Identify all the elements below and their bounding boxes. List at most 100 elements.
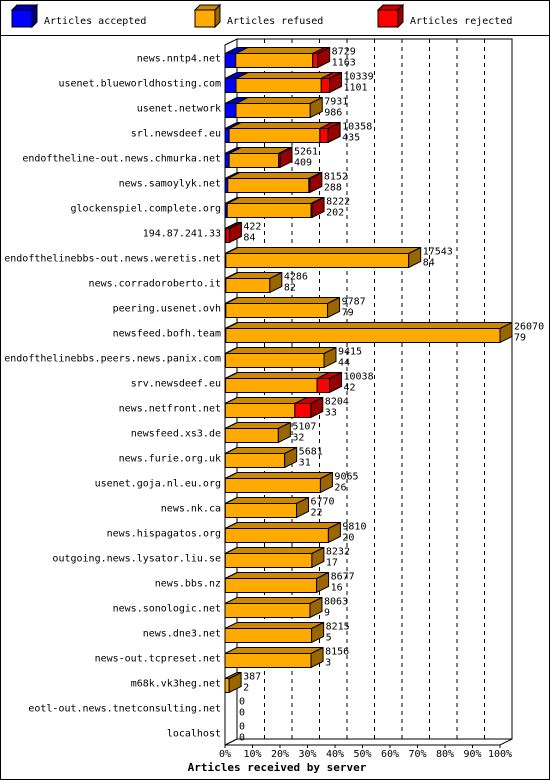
- bar-segment-refused: [224, 603, 311, 618]
- bar-side-refused: [323, 346, 337, 369]
- bar-segment-refused: [235, 103, 311, 118]
- bar-segment-rejected: [312, 53, 319, 68]
- value-label-total: 9787: [342, 297, 366, 308]
- server-label: news.sonologic.net: [113, 604, 221, 615]
- bar-segment-accepted: [224, 78, 237, 93]
- value-label-total: 8222: [326, 197, 350, 208]
- bar-top-refused: [225, 322, 513, 329]
- value-label-rejected: 0: [239, 708, 245, 719]
- x-tick-label: 10%: [243, 749, 261, 760]
- value-label-total: 8215: [326, 622, 350, 633]
- bar-side-refused: [309, 96, 323, 119]
- x-axis-title: Articles received by server: [188, 761, 367, 774]
- bar-side-rejected: [309, 171, 323, 194]
- bar-side-rejected: [311, 196, 325, 219]
- server-label: m68k.vk3heg.net: [131, 679, 221, 690]
- server-label: eotl-out.news.tnetconsulting.net: [28, 704, 221, 715]
- value-label-rejected: 79: [514, 333, 526, 344]
- bar-top-refused: [235, 72, 334, 79]
- server-label: usenet.blueworldhosting.com: [58, 79, 221, 90]
- bar-side-refused: [309, 596, 323, 619]
- legend-label-rejected: Articles rejected: [410, 16, 512, 27]
- value-label-rejected: 5: [326, 633, 332, 644]
- server-label: news.hispagatos.org: [107, 529, 221, 540]
- bar-top-refused: [225, 372, 330, 379]
- bar-segment-refused: [228, 128, 321, 143]
- value-label-rejected: 409: [294, 158, 312, 169]
- bar-top-refused: [225, 347, 337, 354]
- value-label-rejected: 26: [334, 483, 346, 494]
- server-label: newsfeed.bofh.team: [113, 329, 221, 340]
- x-tick-label: 90%: [463, 749, 481, 760]
- bar-side-refused: [408, 246, 422, 269]
- server-label: endofthelinebbs-out.news.weretis.net: [4, 254, 221, 265]
- bar-segment-refused: [225, 303, 329, 318]
- bar-side-rejected: [329, 371, 342, 394]
- bar-top-refused: [226, 197, 324, 204]
- bar-top-refused: [225, 247, 421, 254]
- bar-segment-refused: [225, 378, 318, 393]
- server-label: news.samoylyk.net: [119, 179, 221, 190]
- value-label-rejected: 435: [342, 133, 360, 144]
- value-label-total: 17543: [423, 247, 453, 258]
- bar-segment-refused: [224, 653, 312, 668]
- bar-side-refused: [327, 521, 341, 544]
- legend-label-accepted: Articles accepted: [44, 16, 146, 27]
- bar-top-refused: [225, 572, 329, 579]
- value-label-total: 0: [239, 697, 245, 708]
- x-tick-label: 70%: [408, 749, 426, 760]
- bar-top-refused: [225, 547, 325, 554]
- plot-floor: [224, 738, 513, 746]
- bar-segment-refused: [235, 53, 314, 68]
- bar-top-refused: [235, 47, 325, 54]
- value-label-total: 8729: [332, 47, 356, 58]
- bar-segment-refused: [225, 353, 325, 368]
- bar-top-refused: [225, 522, 341, 529]
- server-label: news.bbs.nz: [155, 579, 221, 590]
- bar-side-refused: [284, 446, 298, 469]
- value-label-rejected: 44: [338, 358, 350, 369]
- bar-segment-refused: [224, 553, 313, 568]
- x-tick-label: 30%: [298, 749, 316, 760]
- bar-segment-refused: [235, 78, 322, 93]
- value-label-rejected: 84: [423, 258, 435, 269]
- bar-segment-accepted: [224, 53, 237, 68]
- bar-top-refused: [225, 397, 308, 404]
- value-label-rejected: 202: [326, 208, 344, 219]
- value-label-total: 8677: [331, 572, 355, 583]
- bar-segment-refused: [224, 428, 279, 443]
- server-label: news.nk.ca: [161, 504, 221, 515]
- value-label-rejected: 42: [344, 383, 356, 394]
- bar-side-refused: [311, 546, 325, 569]
- bar-segment-accepted: [224, 128, 230, 143]
- legend: Articles accepted Articles refused Artic…: [10, 3, 512, 29]
- server-label: usenet.goja.nl.eu.org: [95, 479, 221, 490]
- bar-segment-refused: [224, 628, 313, 643]
- server-label: glockenspiel.complete.org: [70, 204, 221, 215]
- bar-side-rejected: [310, 396, 324, 419]
- legend-item-rejected: Articles rejected: [376, 3, 512, 29]
- bar-side-rejected: [317, 46, 331, 69]
- value-label-total: 9065: [334, 472, 358, 483]
- value-label-total: 8063: [324, 597, 348, 608]
- value-label-rejected: 82: [284, 283, 296, 294]
- bar-top-refused: [224, 622, 324, 629]
- bar-side-refused: [310, 646, 324, 669]
- value-label-rejected: 32: [292, 433, 304, 444]
- bar-segment-refused: [225, 253, 410, 268]
- bar-side-refused: [228, 671, 242, 694]
- legend-swatch-refused-side: [214, 3, 221, 29]
- legend-swatch-rejected-side: [397, 3, 404, 29]
- x-tick-label: 80%: [436, 749, 454, 760]
- bar-segment-refused: [225, 278, 271, 293]
- bar-side-refused: [499, 321, 513, 344]
- legend-item-accepted: Articles accepted: [10, 3, 146, 29]
- bar-top-refused: [224, 647, 324, 654]
- value-label-rejected: 31: [299, 458, 311, 469]
- legend-swatch-accepted: [11, 9, 33, 28]
- value-label-total: 10339: [344, 72, 374, 83]
- legend-swatch-refused: [194, 9, 216, 28]
- bar-side-refused: [296, 496, 309, 519]
- bar-segment-refused: [228, 153, 280, 168]
